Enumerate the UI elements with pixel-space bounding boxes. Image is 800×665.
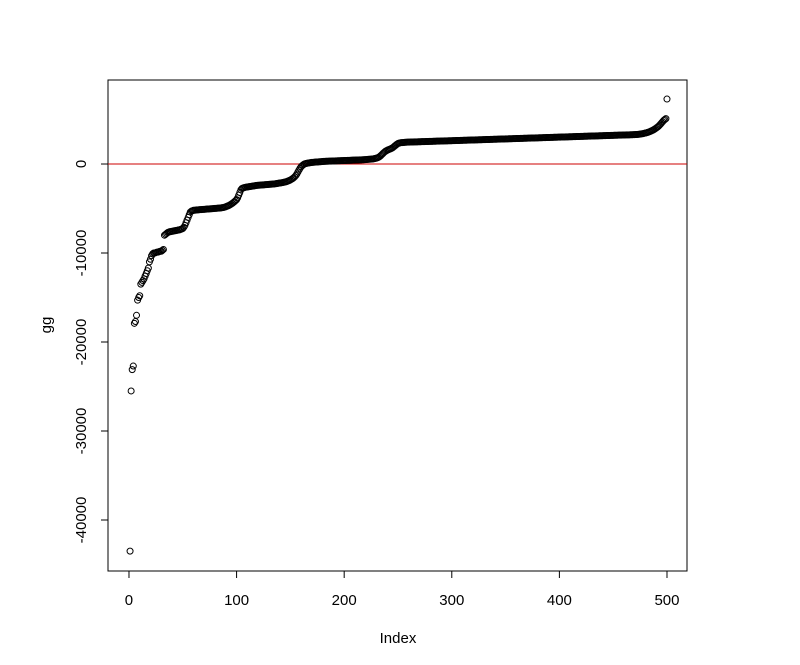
x-tick-label: 0 — [125, 592, 133, 609]
y-tick-label: -20000 — [73, 319, 90, 366]
x-tick-label: 300 — [439, 592, 464, 609]
x-tick-label: 200 — [332, 592, 357, 609]
point — [662, 115, 670, 123]
point — [135, 294, 143, 302]
point — [136, 292, 144, 300]
point — [661, 116, 669, 124]
y-tick-label: -10000 — [73, 230, 90, 277]
point — [129, 362, 137, 370]
y-axis-label: gg — [38, 317, 55, 334]
point — [138, 278, 146, 286]
point — [180, 223, 188, 231]
point — [133, 311, 141, 319]
x-axis-label: Index — [380, 630, 417, 647]
point — [127, 387, 135, 395]
y-tick-label: -30000 — [73, 408, 90, 455]
point — [159, 245, 167, 253]
point — [130, 319, 138, 327]
x-tick-label: 400 — [547, 592, 572, 609]
point — [137, 280, 145, 288]
point — [131, 318, 139, 326]
point — [233, 196, 241, 204]
y-tick-label: -40000 — [73, 497, 90, 544]
point — [660, 116, 668, 124]
point — [158, 246, 166, 254]
point — [663, 95, 671, 103]
plot-frame — [107, 79, 688, 572]
x-tick-label: 500 — [654, 592, 679, 609]
point — [128, 366, 136, 374]
point — [139, 277, 147, 285]
y-tick-label: 0 — [73, 160, 90, 168]
x-tick-label: 100 — [224, 592, 249, 609]
point — [292, 172, 300, 180]
point — [157, 247, 165, 255]
point — [126, 547, 134, 555]
